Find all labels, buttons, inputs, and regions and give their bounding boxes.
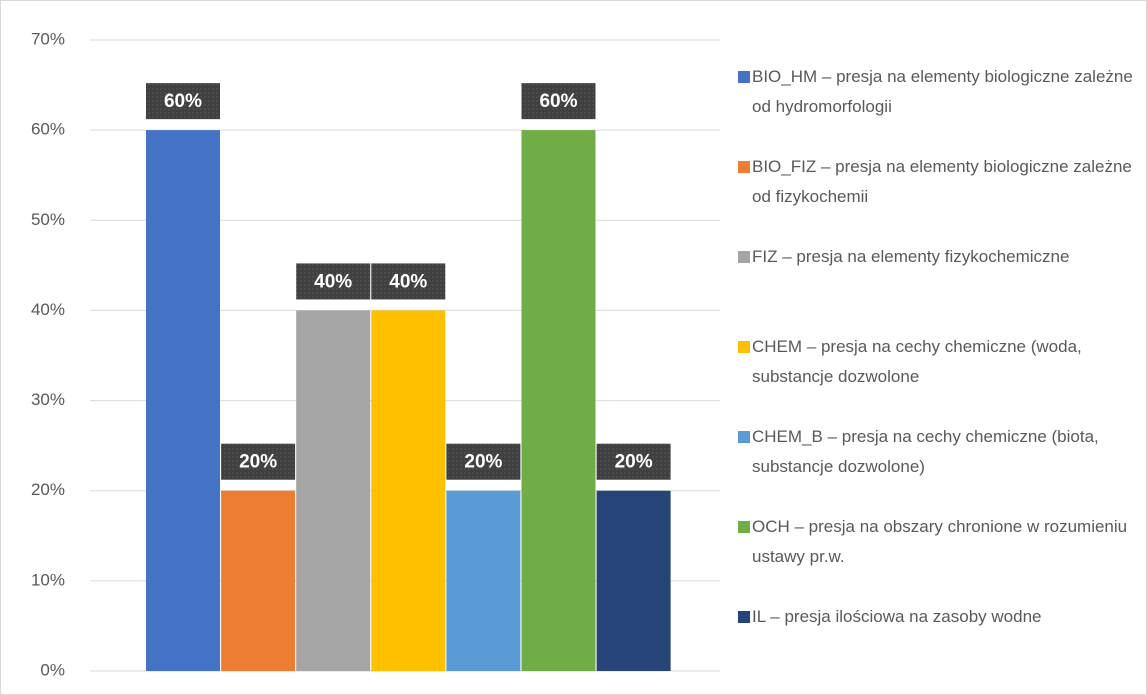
y-tick-label: 30% (31, 390, 65, 409)
legend-swatch (738, 431, 750, 443)
value-label-box (446, 443, 521, 480)
legend-label: FIZ – presja na elementy fizykochemiczne (752, 247, 1070, 266)
value-label: 20% (239, 452, 277, 473)
legend-label: CHEM_B – presja na cechy chemiczne (biot… (752, 427, 1099, 476)
legend-label: OCH – presja na obszary chronione w rozu… (752, 517, 1128, 566)
value-label: 40% (389, 271, 427, 292)
y-tick-label: 0% (40, 660, 65, 679)
value-label: 20% (615, 452, 653, 473)
y-tick-label: 10% (31, 570, 65, 589)
value-label-box (296, 263, 371, 300)
bar (446, 490, 521, 671)
bar (596, 490, 671, 671)
bar (296, 310, 371, 671)
legend-swatch (738, 161, 750, 173)
legend-label: BIO_HM – presja na elementy biologiczne … (752, 67, 1133, 116)
y-tick-label: 40% (31, 300, 65, 319)
bar (521, 130, 596, 672)
y-tick-label: 60% (31, 120, 65, 139)
value-label-box (521, 83, 596, 120)
value-label: 20% (464, 452, 502, 473)
bar (221, 490, 296, 671)
legend-swatch (738, 341, 750, 353)
value-label-box (146, 83, 220, 120)
legend-label: IL – presja ilościowa na zasoby wodne (752, 607, 1042, 626)
value-label-box (371, 263, 446, 300)
legend-swatch (738, 251, 750, 263)
legend-label: CHEM – presja na cechy chemiczne (woda, … (752, 337, 1082, 386)
legend-label: BIO_FIZ – presja na elementy biologiczne… (752, 157, 1132, 206)
value-label-box (221, 443, 296, 480)
y-tick-label: 50% (31, 210, 65, 229)
y-tick-label: 70% (31, 29, 65, 48)
legend-swatch (738, 521, 750, 533)
legend-swatch (738, 71, 750, 83)
value-label: 60% (539, 91, 577, 112)
value-label-box (596, 443, 671, 480)
value-label: 40% (314, 271, 352, 292)
value-label: 60% (164, 91, 202, 112)
bar (371, 310, 446, 671)
legend-swatch (738, 611, 750, 623)
bar (146, 130, 220, 672)
y-tick-label: 20% (31, 480, 65, 499)
